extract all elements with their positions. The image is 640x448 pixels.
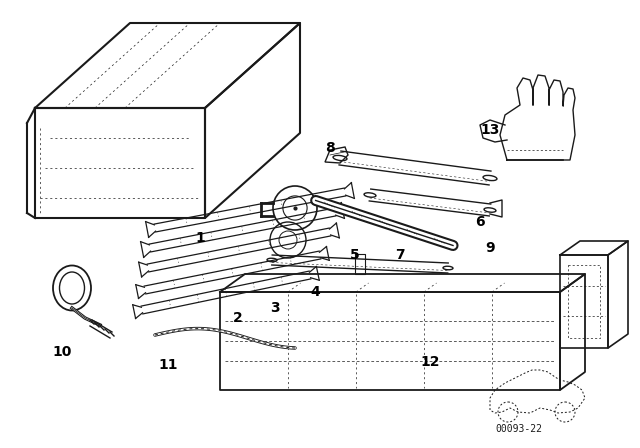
Text: 7: 7 bbox=[395, 248, 405, 262]
Text: 12: 12 bbox=[420, 355, 440, 369]
Text: 13: 13 bbox=[480, 123, 500, 137]
Text: 8: 8 bbox=[325, 141, 335, 155]
Text: 6: 6 bbox=[475, 215, 485, 229]
Text: 4: 4 bbox=[310, 285, 320, 299]
Text: 1: 1 bbox=[195, 231, 205, 245]
Text: 2: 2 bbox=[233, 311, 243, 325]
Text: 9: 9 bbox=[485, 241, 495, 255]
Text: 11: 11 bbox=[158, 358, 178, 372]
Text: 00093-22: 00093-22 bbox=[495, 424, 542, 434]
Text: 10: 10 bbox=[52, 345, 72, 359]
Text: 3: 3 bbox=[270, 301, 280, 315]
Text: 5: 5 bbox=[350, 248, 360, 262]
